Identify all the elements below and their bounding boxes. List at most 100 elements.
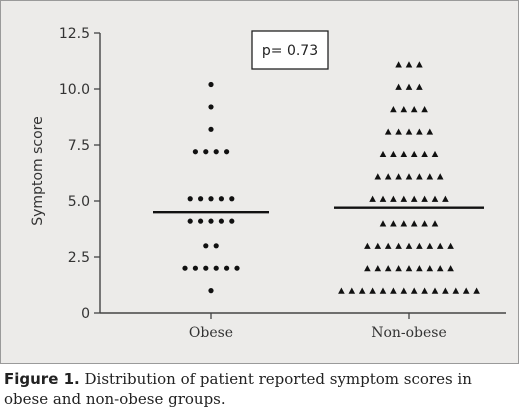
data-point-triangle [395,61,402,68]
data-point-triangle [442,195,449,202]
data-point-triangle [390,220,397,227]
x-category-label: Non-obese [371,325,447,341]
y-tick-label: 10.0 [59,82,90,98]
dot-plot-chart: 0 2.5 5.0 7.5 10.0 12.5 Obese Non-obese p= 0.73… [30,26,506,341]
data-point-circle [208,218,214,224]
data-point-triangle [405,128,413,135]
caption-label: Figure 1. [4,370,80,388]
p-value-text: p= 0.73 [262,43,318,59]
p-value-annotation: p= 0.73 [251,30,329,70]
data-point-triangle [405,83,413,90]
data-point-triangle [426,173,434,180]
data-point-circle [208,126,214,132]
x-category-label: Obese [189,325,233,341]
data-point-triangle [390,106,397,113]
data-point-triangle [395,242,402,249]
data-point-triangle [384,265,392,272]
data-point-circle [192,149,198,155]
y-tick-label: 7.5 [68,138,90,154]
data-point-triangle [416,173,423,180]
data-point-triangle [410,220,418,227]
data-point-circle [213,149,219,155]
data-point-triangle [405,242,413,249]
data-point-triangle [405,173,413,180]
data-point-circle [187,196,193,202]
median-lines [153,206,484,214]
y-tick-label: 5.0 [68,194,90,210]
data-point-triangle [416,242,423,249]
data-point-circle [213,243,219,249]
data-point-triangle [436,242,444,249]
p-value-box [251,30,329,70]
data-point-triangle [421,106,428,113]
data-point-circle [187,218,193,224]
data-point-triangle [410,150,418,158]
y-tick-label: 2.5 [68,250,90,266]
data-point-circle [192,265,198,271]
data-point-triangle [431,150,439,158]
data-point-triangle [395,128,402,135]
data-points [182,61,480,294]
data-point-triangle [348,287,356,294]
data-point-triangle [462,287,470,294]
caption-text: Distribution of patient reported symptom… [4,370,472,408]
data-point-triangle [395,83,402,90]
data-point-triangle [421,195,428,202]
data-point-triangle [400,150,408,158]
data-point-triangle [395,173,402,180]
data-point-triangle [452,287,460,294]
data-point-triangle [395,265,402,272]
data-point-triangle [421,150,428,158]
data-point-triangle [390,150,397,158]
data-point-circle [218,218,224,224]
data-point-triangle [426,128,434,135]
data-point-triangle [374,265,382,272]
data-point-triangle [390,195,397,202]
data-point-circle [182,265,188,271]
data-point-circle [198,218,204,224]
y-axis-title: Symptom score [30,116,46,225]
data-point-circle [213,265,219,271]
data-point-triangle [384,242,392,249]
data-point-circle [208,196,214,202]
data-point-triangle [369,287,376,294]
data-point-triangle [416,265,423,272]
data-point-triangle [384,128,392,135]
data-point-triangle [426,265,434,272]
data-point-circle [198,196,204,202]
data-point-circle [208,288,214,294]
data-point-triangle [338,287,345,294]
data-point-circle [224,265,230,271]
data-point-triangle [410,195,418,202]
data-point-triangle [421,220,428,227]
data-point-triangle [410,287,418,294]
data-point-triangle [473,287,480,294]
data-point-triangle [405,265,413,272]
data-point-triangle [447,265,454,272]
data-point-triangle [379,150,387,158]
data-point-circle [224,149,230,155]
data-point-triangle [416,61,423,68]
data-point-triangle [416,128,423,135]
data-point-circle [208,104,214,110]
data-point-triangle [447,242,454,249]
data-point-triangle [390,287,397,294]
axes: 0 2.5 5.0 7.5 10.0 12.5 Obese Non-obese [59,26,506,341]
y-tick-label: 12.5 [59,26,90,42]
data-point-circle [234,265,240,271]
data-point-circle [203,265,209,271]
data-point-triangle [431,287,439,294]
data-point-circle [218,196,224,202]
data-point-triangle [421,287,428,294]
data-point-triangle [400,106,408,113]
data-point-triangle [416,83,423,90]
data-point-triangle [364,242,371,249]
data-point-triangle [410,106,418,113]
data-point-triangle [358,287,366,294]
data-point-triangle [379,287,387,294]
data-point-circle [203,243,209,249]
data-point-circle [203,149,209,155]
figure-panel: 0 2.5 5.0 7.5 10.0 12.5 Obese Non-obese p= 0.73… [0,0,519,364]
data-point-triangle [442,287,449,294]
data-point-triangle [374,173,382,180]
